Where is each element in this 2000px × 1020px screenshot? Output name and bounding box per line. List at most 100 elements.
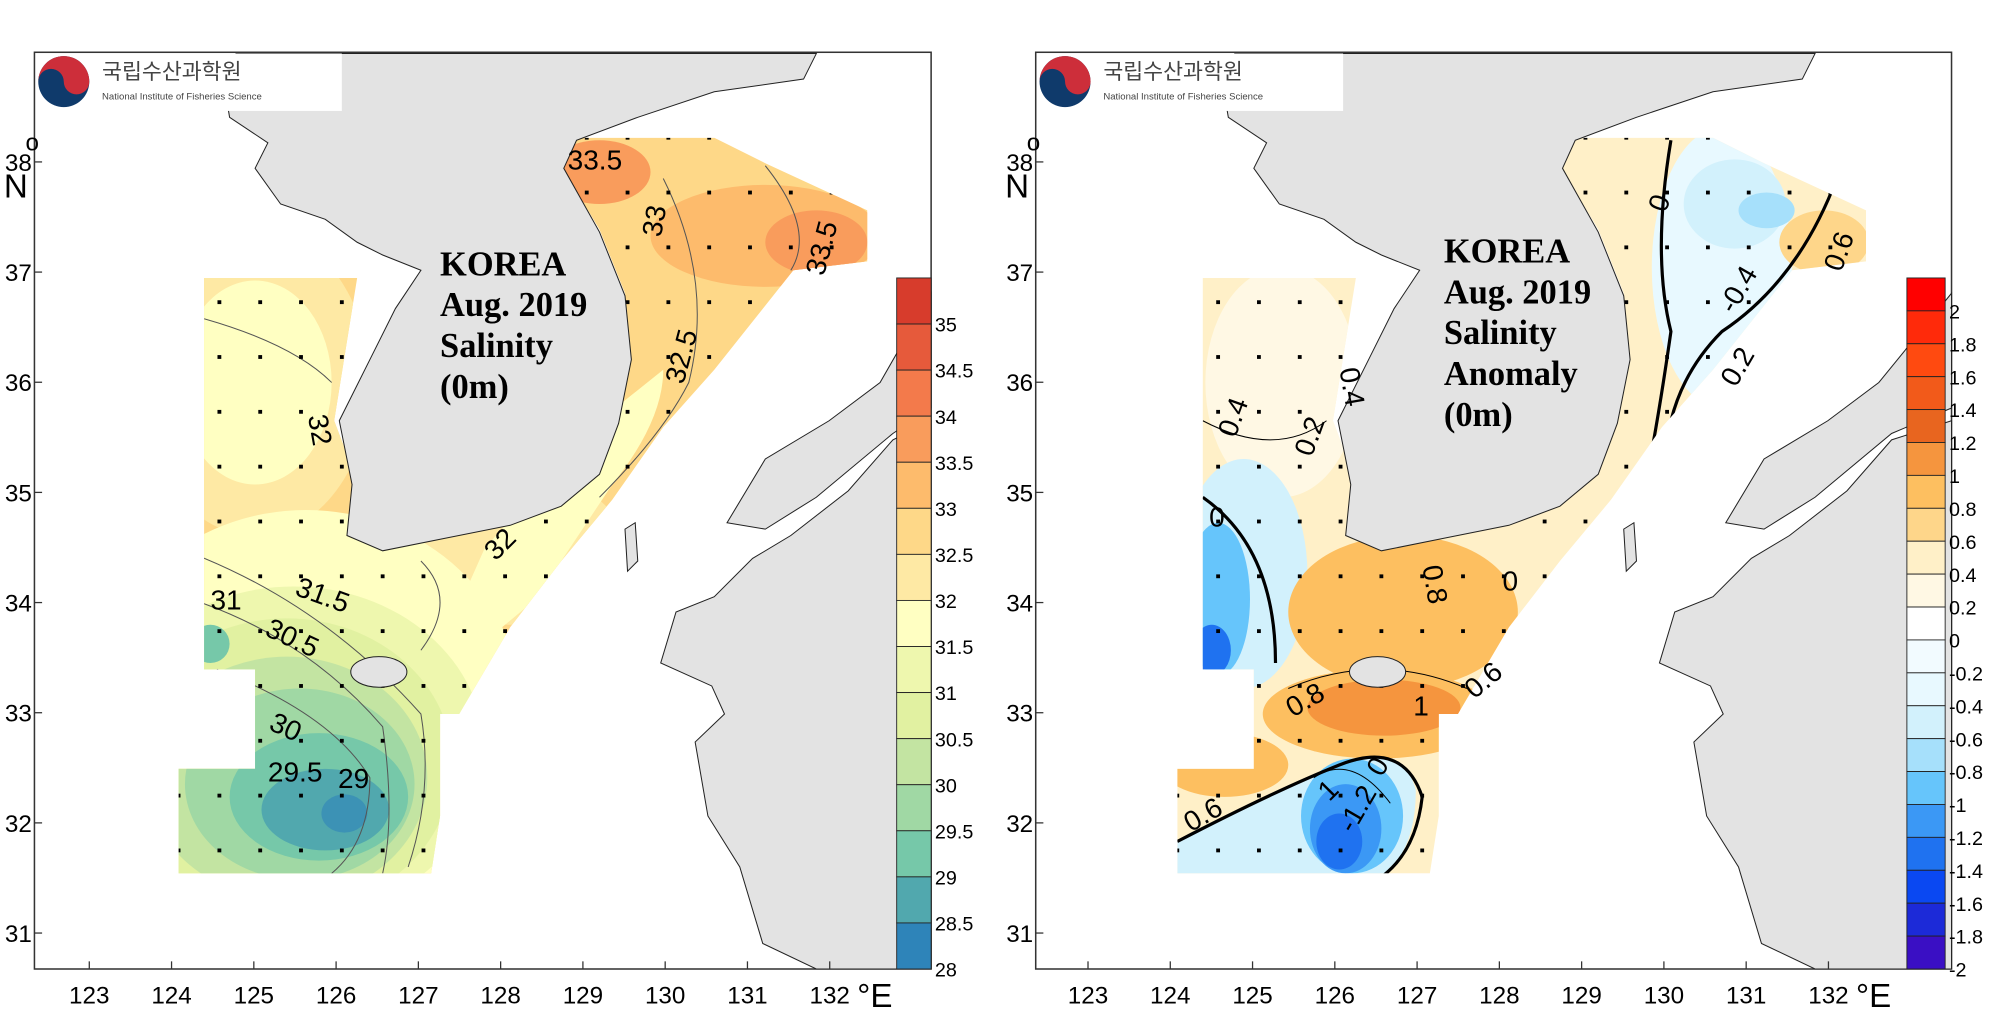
station-dot	[666, 190, 671, 195]
legend-color-bin	[1906, 310, 1946, 345]
station-dot	[829, 245, 834, 250]
contour-label: 0.4	[1333, 365, 1370, 409]
station-dot	[1461, 629, 1465, 634]
lon-tick-label: 128	[1479, 982, 1519, 1009]
station-dot	[1624, 190, 1629, 195]
lon-tick-label: 125	[234, 982, 274, 1009]
station-dot	[1257, 684, 1261, 688]
station-dot	[299, 355, 303, 359]
station-dot	[1379, 793, 1384, 798]
station-dot	[748, 190, 752, 195]
legend-label: 35	[935, 315, 957, 337]
legend-label: 29	[935, 868, 957, 890]
lat-tick-label: 33	[1006, 701, 1033, 728]
contour-label: 33	[636, 203, 672, 239]
lon-tick-label: 130	[1644, 982, 1684, 1009]
station-dot	[421, 684, 426, 688]
lon-tick-label: 125	[1232, 982, 1272, 1009]
contour-label: 0.8	[1416, 562, 1453, 606]
station-dot	[1297, 519, 1302, 524]
station-dot	[299, 464, 303, 469]
station-dot	[1338, 355, 1343, 359]
station-dot	[1828, 245, 1833, 250]
title-line: Aug. 2019	[440, 286, 587, 324]
legend-label: 0.6	[1949, 532, 1976, 554]
station-dot	[258, 629, 263, 634]
station-dot	[1624, 300, 1629, 305]
station-dot	[299, 519, 303, 524]
legend-color-bin	[896, 738, 932, 786]
station-dot	[258, 409, 263, 414]
station-dot	[1338, 574, 1343, 579]
legend-color-bin	[1906, 902, 1946, 937]
legend-label: 31.5	[935, 637, 973, 659]
station-dot	[503, 629, 508, 634]
station-dot	[1338, 519, 1343, 524]
station-dot	[1420, 629, 1425, 634]
station-dot	[1501, 574, 1506, 579]
station-dot	[339, 355, 344, 359]
station-dot	[1338, 300, 1343, 305]
legend-label: -1.8	[1949, 927, 1983, 949]
station-dot	[1746, 300, 1751, 305]
legend-label: 33	[935, 499, 957, 521]
station-dot	[1338, 684, 1343, 688]
station-dot	[1583, 519, 1588, 524]
legend-color-bin	[896, 507, 932, 555]
station-dot	[339, 464, 344, 469]
station-dot	[1297, 355, 1302, 359]
station-dot	[339, 519, 344, 524]
legend-label: 28.5	[935, 914, 973, 936]
station-dot	[258, 738, 263, 743]
lat-tick-label: 32	[1006, 811, 1033, 838]
lon-tick-label: 132	[810, 982, 850, 1009]
station-dot	[1297, 738, 1302, 743]
lon-tick-label: 127	[398, 982, 438, 1009]
legend-label: 32	[935, 591, 957, 613]
station-dot	[584, 190, 589, 195]
lat-tick-label: 36	[1006, 370, 1033, 397]
station-dot	[1501, 629, 1506, 634]
legend-label: 1.4	[1949, 400, 1976, 422]
korean-peninsula	[222, 53, 818, 552]
degree-symbol: o	[1027, 129, 1040, 156]
station-dot	[421, 738, 426, 743]
jeju-island	[1348, 656, 1407, 688]
salinity-color-legend: 35 34.5 34 33.5 33 32.5 32 31.5 31 30.5 30 29.5 29 28…	[896, 277, 973, 982]
station-dot	[339, 574, 344, 579]
station-dot	[1420, 793, 1425, 798]
legend-color-bin	[896, 876, 932, 924]
station-dot	[625, 245, 630, 250]
legend-label: 28	[935, 960, 957, 982]
station-dot	[625, 464, 630, 469]
station-dot	[1297, 464, 1302, 469]
legend-label: 31	[935, 683, 957, 705]
title-line: KOREA	[1444, 233, 1570, 271]
station-dot	[1379, 738, 1384, 743]
lat-tick-label: 34	[1006, 590, 1033, 617]
legend-color-bin	[1906, 573, 1946, 608]
station-dot	[1338, 464, 1343, 469]
station-dot	[380, 629, 385, 634]
station-dot	[625, 300, 630, 305]
station-dot	[1257, 793, 1261, 798]
station-dot	[1297, 574, 1302, 579]
legend-label: -0.8	[1949, 762, 1983, 784]
station-dot	[1705, 137, 1710, 140]
station-dot	[1379, 629, 1384, 634]
logo-korean-text: 국립수산과학원	[102, 60, 241, 85]
legend-label: -0.6	[1949, 729, 1983, 751]
lon-tick-label: 130	[645, 982, 685, 1009]
contour-label: 31	[210, 584, 241, 615]
lon-tick-label: 126	[316, 982, 356, 1009]
station-dot	[339, 848, 344, 853]
legend-label: -0.2	[1949, 663, 1983, 685]
station-dot	[1624, 245, 1629, 250]
station-dot	[462, 684, 467, 688]
legend-label: 33.5	[935, 453, 973, 475]
station-dot	[1705, 245, 1710, 250]
contour-label: 32	[302, 412, 338, 448]
station-dot	[299, 848, 303, 853]
station-dot	[178, 793, 181, 798]
legend-color-bin	[896, 461, 932, 509]
